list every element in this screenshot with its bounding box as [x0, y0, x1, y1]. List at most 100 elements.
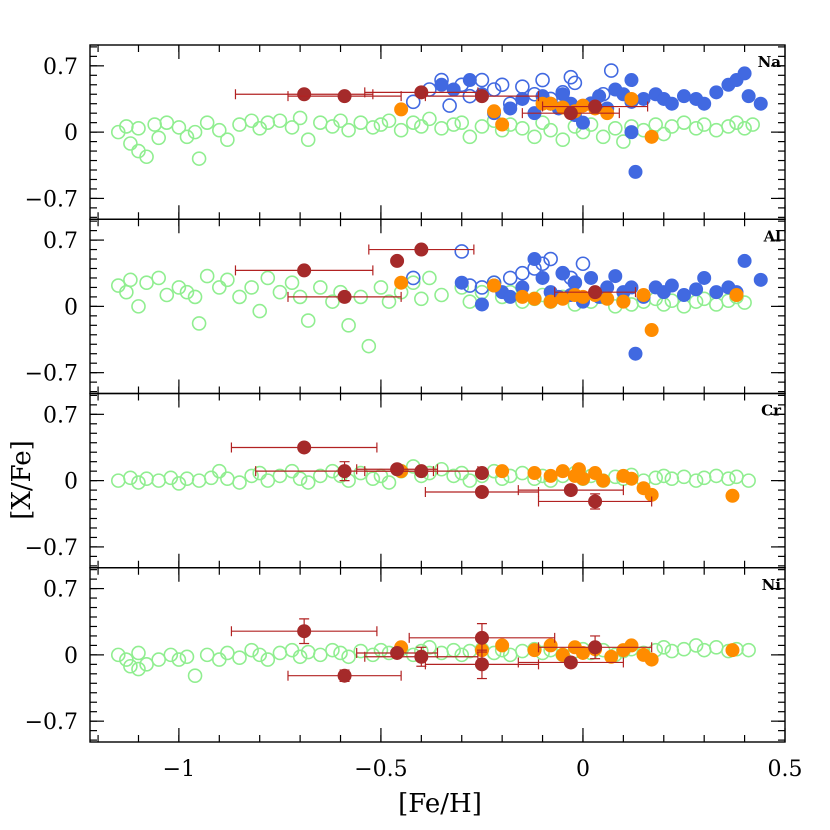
plot-area [110, 63, 768, 179]
background-star-point [656, 639, 672, 655]
literature-filled-point [697, 96, 712, 111]
target-star-point [390, 645, 405, 660]
target-star-point [588, 494, 603, 509]
orange-point [543, 468, 558, 483]
background-star-point [220, 471, 235, 487]
orange-point [555, 464, 570, 479]
orange-point [575, 645, 590, 660]
background-star-point [676, 115, 692, 130]
background-star-point [462, 473, 478, 488]
target-star-point [474, 657, 489, 672]
literature-filled-point [515, 91, 530, 106]
literature-filled-point [462, 73, 477, 88]
plot-area [110, 618, 756, 684]
literature-open-point [405, 270, 421, 286]
literature-filled-point [503, 101, 518, 116]
background-star-point [252, 647, 268, 663]
background-star-point [252, 303, 268, 319]
background-star-point [171, 476, 187, 491]
literature-filled-point [555, 266, 570, 281]
background-star-point [616, 134, 631, 149]
background-star-point [676, 641, 692, 657]
background-star-point [123, 658, 138, 674]
background-star-point [123, 470, 138, 486]
background-star-point [179, 649, 195, 665]
background-star-point [333, 113, 348, 129]
background-star-point [353, 115, 369, 130]
orange-point [624, 638, 639, 653]
target-star-point [474, 630, 489, 645]
background-star-point [353, 465, 369, 481]
orange-point [394, 102, 409, 117]
target-star-point [474, 484, 489, 499]
background-star-point [187, 668, 203, 684]
background-star-point [110, 473, 126, 488]
orange-point [555, 291, 570, 306]
y-tick-label: −0.7 [25, 536, 78, 561]
background-star-point [292, 649, 308, 665]
background-star-point [696, 470, 712, 486]
background-star-point [721, 471, 736, 487]
literature-filled-point [628, 346, 643, 361]
panel-frame [89, 218, 786, 395]
background-star-point [171, 120, 187, 135]
literature-open-point [575, 256, 591, 272]
x-tick-label: −1 [163, 757, 195, 782]
background-star-point [656, 468, 672, 484]
background-star-point [607, 121, 623, 136]
background-star-point [325, 294, 340, 309]
literature-open-point [515, 265, 530, 281]
background-star-point [595, 129, 611, 145]
literature-filled-point [737, 253, 752, 268]
orange-point [487, 104, 502, 119]
literature-filled-point [474, 297, 489, 312]
orange-point [527, 466, 542, 481]
background-star-point [131, 661, 146, 677]
background-star-point [454, 465, 470, 481]
background-star-point [361, 338, 377, 354]
orange-point [575, 98, 590, 113]
background-star-point [709, 468, 724, 484]
background-star-point [123, 272, 138, 288]
background-star-point [300, 132, 316, 148]
background-star-point [474, 119, 490, 134]
orange-point [624, 91, 639, 106]
background-star-point [313, 280, 328, 295]
y-tick-label: 0.7 [43, 403, 78, 428]
background-star-point [232, 475, 247, 490]
background-star-point [422, 111, 437, 127]
y-tick-label: 0 [64, 470, 78, 495]
background-star-point [393, 122, 409, 138]
literature-filled-point [584, 270, 599, 285]
literature-filled-point [628, 164, 643, 179]
target-star-point [337, 289, 352, 304]
background-star-point [414, 291, 429, 307]
background-star-point [232, 289, 247, 305]
background-star-point [151, 473, 166, 488]
panel-ni: 0.7 0 −0.7 Ni [25, 567, 786, 743]
background-star-point [454, 647, 470, 663]
background-star-point [696, 117, 712, 132]
orange-point [495, 638, 510, 653]
background-star-point [737, 121, 752, 136]
background-star-point [187, 124, 203, 140]
literature-filled-point [741, 89, 756, 104]
target-star-point [474, 89, 489, 104]
panel-frame [89, 392, 786, 569]
orange-point [636, 288, 651, 303]
background-star-point [119, 284, 134, 300]
background-star-point [365, 471, 381, 487]
background-star-point [292, 110, 308, 126]
background-star-point [325, 642, 340, 658]
x-tick-label: 0 [576, 757, 590, 782]
background-star-point [741, 642, 756, 658]
orange-point [515, 289, 530, 304]
background-star-point [244, 280, 259, 295]
background-star-point [191, 473, 207, 488]
background-star-point [313, 115, 328, 130]
background-star-point [131, 121, 146, 136]
orange-point [616, 294, 631, 309]
y-tick-label: 0 [64, 121, 78, 146]
background-star-point [729, 469, 744, 485]
background-star-point [381, 113, 397, 129]
